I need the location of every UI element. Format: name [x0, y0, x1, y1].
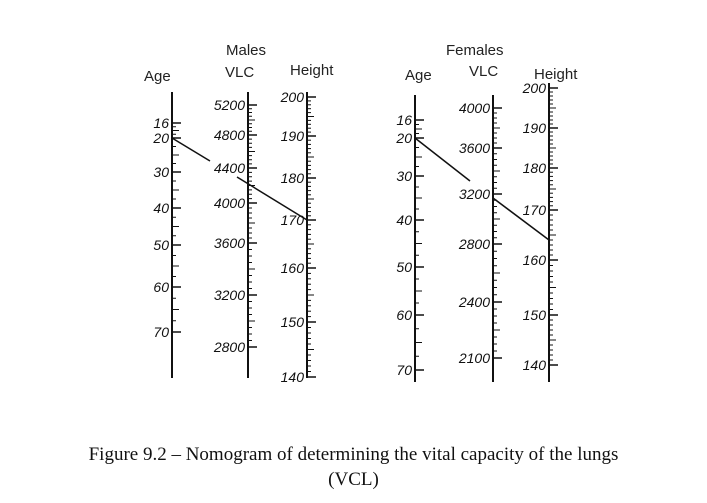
- females-title: Females: [446, 42, 504, 59]
- males-age-tick-label: 30: [153, 164, 169, 180]
- females-age-tick-label: 20: [395, 130, 412, 146]
- females-height-label: Height: [534, 66, 578, 83]
- females-example-line: [492, 197, 550, 241]
- females-age-tick-label: 70: [396, 362, 412, 378]
- females-height-tick-label: 160: [523, 252, 547, 268]
- males-vlc-tick-label: 3600: [214, 235, 245, 251]
- figure-caption-line2: (VCL): [328, 469, 379, 490]
- females-vlc-label: VLC: [469, 63, 498, 80]
- males-age-label: Age: [144, 68, 171, 85]
- females-example-line: [414, 137, 471, 182]
- males-height-label: Height: [290, 62, 334, 79]
- females-height-tick-label: 170: [523, 202, 547, 218]
- females-height-tick-label: 200: [522, 80, 547, 96]
- males-height-tick-label: 150: [281, 314, 305, 330]
- males-age-tick-label: 40: [153, 200, 169, 216]
- females-height-tick-label: 190: [523, 120, 547, 136]
- males-vlc-tick-label: 4000: [214, 195, 245, 211]
- females-age-tick-label: 50: [396, 259, 412, 275]
- males-vlc-label: VLC: [225, 64, 254, 81]
- males-height-tick-label: 140: [281, 369, 305, 385]
- figure-caption: Figure 9.2 – Nomogram of determining the…: [88, 444, 619, 465]
- males-height-tick-label: 170: [281, 212, 305, 228]
- males-vlc-tick-label: 3200: [214, 287, 245, 303]
- females-height-tick-label: 140: [523, 357, 547, 373]
- males-age-tick-label: 70: [153, 324, 169, 340]
- females-age-tick-label: 40: [396, 212, 412, 228]
- males-height-tick-label: 180: [281, 170, 305, 186]
- males-example-line: [171, 137, 211, 162]
- males-height-tick-label: 190: [281, 128, 305, 144]
- females-age-tick-label: 16: [396, 112, 412, 128]
- females-age-label: Age: [405, 67, 432, 84]
- males-age-tick-label: 20: [152, 130, 169, 146]
- females-vlc-tick-label: 2400: [458, 294, 490, 310]
- females-vlc-tick-label: 2100: [458, 350, 490, 366]
- males-age-tick-label: 16: [153, 115, 169, 131]
- females-vlc-tick-label: 3600: [459, 140, 490, 156]
- males-vlc-tick-label: 2800: [213, 339, 245, 355]
- females-vlc-tick-label: 3200: [459, 186, 490, 202]
- females-height-tick-label: 180: [523, 160, 547, 176]
- males-vlc-tick-label: 5200: [214, 97, 245, 113]
- males-height-tick-label: 160: [281, 260, 305, 276]
- females-vlc-tick-label: 4000: [459, 100, 490, 116]
- males-age-tick-label: 50: [153, 237, 169, 253]
- males-example-line: [236, 176, 308, 221]
- males-age-tick-label: 60: [153, 279, 169, 295]
- females-age-tick-label: 30: [396, 168, 412, 184]
- males-vlc-tick-label: 4400: [214, 160, 245, 176]
- males-title: Males: [226, 42, 266, 59]
- males-vlc-tick-label: 4800: [214, 127, 245, 143]
- females-height-tick-label: 150: [523, 307, 547, 323]
- females-age-tick-label: 60: [396, 307, 412, 323]
- females-vlc-tick-label: 2800: [458, 236, 490, 252]
- males-height-tick-label: 200: [280, 89, 305, 105]
